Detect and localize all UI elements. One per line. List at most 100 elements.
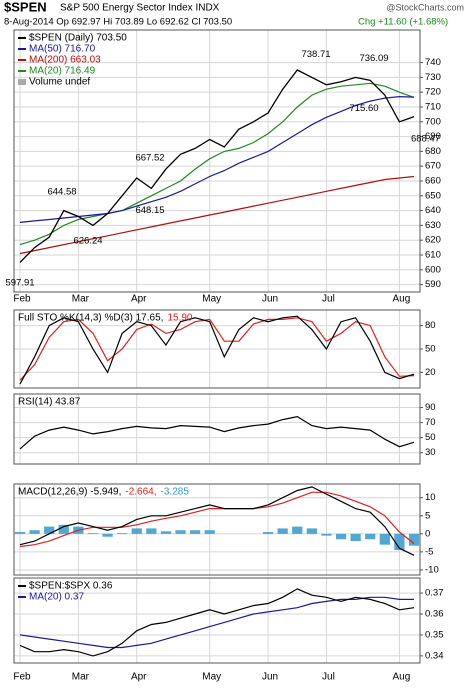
histogram-bar [160, 531, 172, 534]
series-line [19, 95, 415, 223]
y-tick-label: 740 [425, 57, 441, 68]
change: Chg +11.60 (+1.68%) [358, 17, 448, 28]
panel-frame [13, 309, 421, 389]
histogram-bar [277, 528, 288, 534]
legend-label: 15.90 [167, 313, 192, 324]
x-tick-label: Aug [393, 672, 411, 683]
y-tick-label: 730 [425, 72, 441, 83]
histogram-bar [146, 528, 157, 534]
series-line [19, 69, 415, 263]
y-tick-label: 0 [425, 528, 430, 539]
price-annotation: 738.71 [301, 49, 330, 60]
panel-frame [13, 577, 421, 664]
histogram-bar [14, 532, 26, 534]
series-line [19, 415, 415, 450]
y-tick-label: 670 [425, 161, 441, 172]
histogram-bar [204, 530, 215, 534]
histogram-bar [58, 524, 69, 534]
legend-label: MA(50) 716.70 [29, 44, 96, 55]
y-tick-label: 610 [425, 250, 441, 261]
histogram-bar [335, 533, 347, 540]
series-line [19, 175, 415, 255]
legend-label: MA(20) 0.37 [29, 592, 84, 603]
histogram-bar [262, 532, 274, 534]
chart-subtitle: S&P 500 Energy Sector Index INDX [60, 3, 220, 14]
y-tick-label: -10 [425, 564, 439, 575]
histogram-bar [87, 533, 99, 534]
y-tick-label: 0.34 [425, 650, 444, 661]
histogram-bar [190, 530, 201, 534]
x-tick-label: Jul [322, 294, 335, 305]
y-tick-label: 50 [425, 344, 436, 355]
y-tick-label: 90 [425, 402, 436, 413]
y-tick-label: 20 [425, 367, 436, 378]
y-tick-label: 710 [425, 101, 441, 112]
y-tick-label: 590 [425, 279, 441, 290]
price-annotation: 667.52 [135, 152, 164, 163]
histogram-bar [131, 528, 142, 534]
histogram-bar [321, 533, 332, 536]
histogram-bar [102, 533, 113, 537]
y-tick-label: -5 [425, 546, 433, 557]
legend-label: Full STO %K(14,3) %D(3) 17.65, [18, 313, 163, 324]
price-annotation: 597.91 [5, 277, 34, 288]
price-annotation: 648.15 [135, 205, 164, 216]
histogram-bar [175, 530, 186, 534]
series-line [19, 315, 415, 385]
quote: 8-Aug-2014 Op 692.97 Hi 703.89 Lo 692.62… [4, 17, 232, 28]
y-tick-label: 650 [425, 190, 441, 201]
legend-label: MA(20) 716.49 [29, 66, 96, 77]
y-tick-label: 720 [425, 87, 441, 98]
legend-label: MACD(12,26,9) -5.949, [18, 487, 121, 498]
panel-background [14, 30, 420, 292]
panel-frame [13, 29, 421, 293]
x-tick-label: Aug [393, 294, 411, 305]
x-tick-label: Jun [262, 294, 278, 305]
y-tick-label: 690 [425, 131, 441, 142]
legend-label: MA(200) 663.03 [29, 55, 101, 66]
histogram-bar [365, 533, 376, 540]
price-annotation: 626.24 [73, 235, 102, 246]
legend-label: RSI(14) 43.87 [18, 397, 81, 408]
series-line [19, 491, 415, 548]
panel-frame [13, 393, 421, 465]
x-tick-label: Feb [13, 672, 31, 683]
legend-label: -3.285 [161, 487, 190, 498]
x-tick-label: Mar [72, 672, 90, 683]
source: @StockCharts.com [386, 2, 464, 12]
series-line [19, 317, 415, 381]
x-tick-label: Apr [131, 294, 147, 305]
histogram-bar [394, 533, 405, 551]
histogram-bar [379, 533, 390, 545]
y-tick-label: 30 [425, 447, 436, 458]
histogram-bar [350, 533, 361, 542]
y-tick-label: 620 [425, 235, 441, 246]
x-tick-label: May [202, 672, 221, 683]
x-tick-label: Feb [13, 294, 31, 305]
y-tick-label: 0.35 [425, 629, 444, 640]
series-line [19, 486, 415, 556]
y-tick-label: 10 [425, 492, 436, 503]
x-tick-label: May [202, 294, 221, 305]
price-annotation: 688.47 [411, 133, 440, 144]
y-tick-label: 80 [425, 320, 436, 331]
y-tick-label: 640 [425, 205, 441, 216]
histogram-bar [292, 526, 303, 534]
series-line [19, 588, 415, 657]
legend-label: Volume undef [29, 77, 90, 88]
price-annotation: 736.09 [359, 53, 388, 64]
y-tick-label: 600 [425, 264, 441, 275]
price-annotation: 644.58 [47, 186, 76, 197]
legend-label: -2.664, [125, 487, 156, 498]
y-tick-label: 680 [425, 146, 441, 157]
y-tick-label: 50 [425, 432, 436, 443]
y-tick-label: 630 [425, 220, 441, 231]
histogram-bar [306, 528, 317, 534]
y-tick-label: 0.36 [425, 609, 444, 620]
x-tick-label: Mar [72, 294, 90, 305]
legend-label: $SPEN:$SPX 0.36 [29, 581, 113, 592]
histogram-bar [408, 533, 420, 546]
y-tick-label: 70 [425, 417, 436, 428]
histogram-bar [44, 526, 55, 534]
panel-background [14, 578, 420, 663]
